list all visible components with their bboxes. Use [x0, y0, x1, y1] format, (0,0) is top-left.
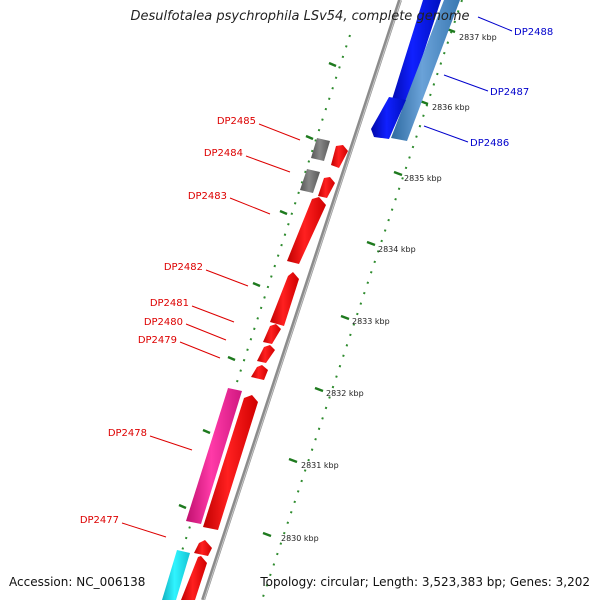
backbone-highlight: [203, 0, 402, 600]
topology-text: Topology: circular; Length: 3,523,383 bp…: [260, 575, 590, 589]
backbone-circle: [201, 0, 402, 600]
tick-label: 2832 kbp: [326, 389, 364, 398]
map-title: Desulfotalea psychrophila LSv54, complet…: [130, 9, 470, 24]
leader-lines-right: [423, 16, 513, 143]
grid-mark: [305, 134, 314, 141]
gene-label: DP2487: [490, 87, 529, 98]
leader-line: [245, 155, 291, 173]
tick-label: 2835 kbp: [404, 174, 442, 183]
leader-line: [205, 269, 249, 287]
accession-text: Accession: NC_006138: [9, 575, 146, 589]
leader-line: [477, 16, 513, 32]
tick-label: 2836 kbp: [432, 103, 470, 112]
gene-dp2485-gray[interactable]: [311, 138, 330, 161]
gene-dp2482[interactable]: [270, 272, 299, 326]
gene-red-bottom[interactable]: [181, 556, 207, 600]
tick-label: 2837 kbp: [459, 33, 497, 42]
leader-line: [191, 305, 235, 323]
grid-mark: [252, 281, 261, 288]
grid-mark: [279, 209, 288, 216]
tick-label: 2830 kbp: [281, 534, 319, 543]
leader-line: [423, 125, 469, 143]
gene-dp2483[interactable]: [287, 197, 326, 264]
tick-mark: [340, 314, 350, 321]
gene-label: DP2482: [164, 262, 203, 273]
leader-line: [229, 197, 271, 215]
gene-label: DP2483: [188, 191, 227, 202]
leader-line: [179, 341, 221, 359]
gene-label: DP2488: [514, 27, 553, 38]
gene-dp2477[interactable]: [194, 540, 212, 556]
gene-dp2481[interactable]: [263, 324, 281, 344]
gene-dp2484[interactable]: [318, 177, 335, 198]
grid-mark: [227, 355, 236, 362]
gene-label: DP2481: [150, 298, 189, 309]
tick-label: 2831 kbp: [301, 461, 339, 470]
tick-mark: [393, 170, 403, 177]
gene-dp2478-magenta[interactable]: [186, 388, 242, 524]
tick-mark: [262, 531, 272, 538]
grid-mark: [178, 503, 187, 510]
leader-line: [443, 74, 489, 92]
gene-dp2484-gray[interactable]: [300, 169, 320, 193]
leader-line: [149, 435, 193, 451]
gene-dp2485[interactable]: [331, 145, 348, 168]
tick-label: 2833 kbp: [352, 317, 390, 326]
leader-line: [185, 323, 227, 341]
gene-cyan[interactable]: [162, 550, 190, 600]
gene-dp2480[interactable]: [257, 345, 275, 363]
gene-label: DP2486: [470, 138, 509, 149]
gene-dp2488[interactable]: [389, 0, 441, 110]
gene-label: DP2485: [217, 116, 256, 127]
gene-label: DP2484: [204, 148, 243, 159]
leader-lines-left: [121, 123, 301, 538]
tick-label: 2834 kbp: [378, 245, 416, 254]
tick-mark: [314, 386, 324, 393]
inner-grid-marks: [178, 61, 337, 510]
grid-mark: [328, 61, 337, 68]
gene-label: DP2478: [108, 428, 147, 439]
tick-mark: [288, 457, 298, 464]
gene-label: DP2479: [138, 335, 177, 346]
leader-line: [258, 123, 301, 141]
gene-label: DP2480: [144, 317, 183, 328]
gene-dp2486[interactable]: [371, 97, 406, 139]
gene-dp2478[interactable]: [203, 395, 258, 530]
gene-label: DP2477: [80, 515, 119, 526]
gene-dp2487[interactable]: [391, 0, 460, 141]
gene-dp2479[interactable]: [251, 365, 268, 380]
grid-mark: [202, 428, 211, 435]
tick-mark: [366, 240, 376, 247]
leader-line: [121, 522, 167, 538]
